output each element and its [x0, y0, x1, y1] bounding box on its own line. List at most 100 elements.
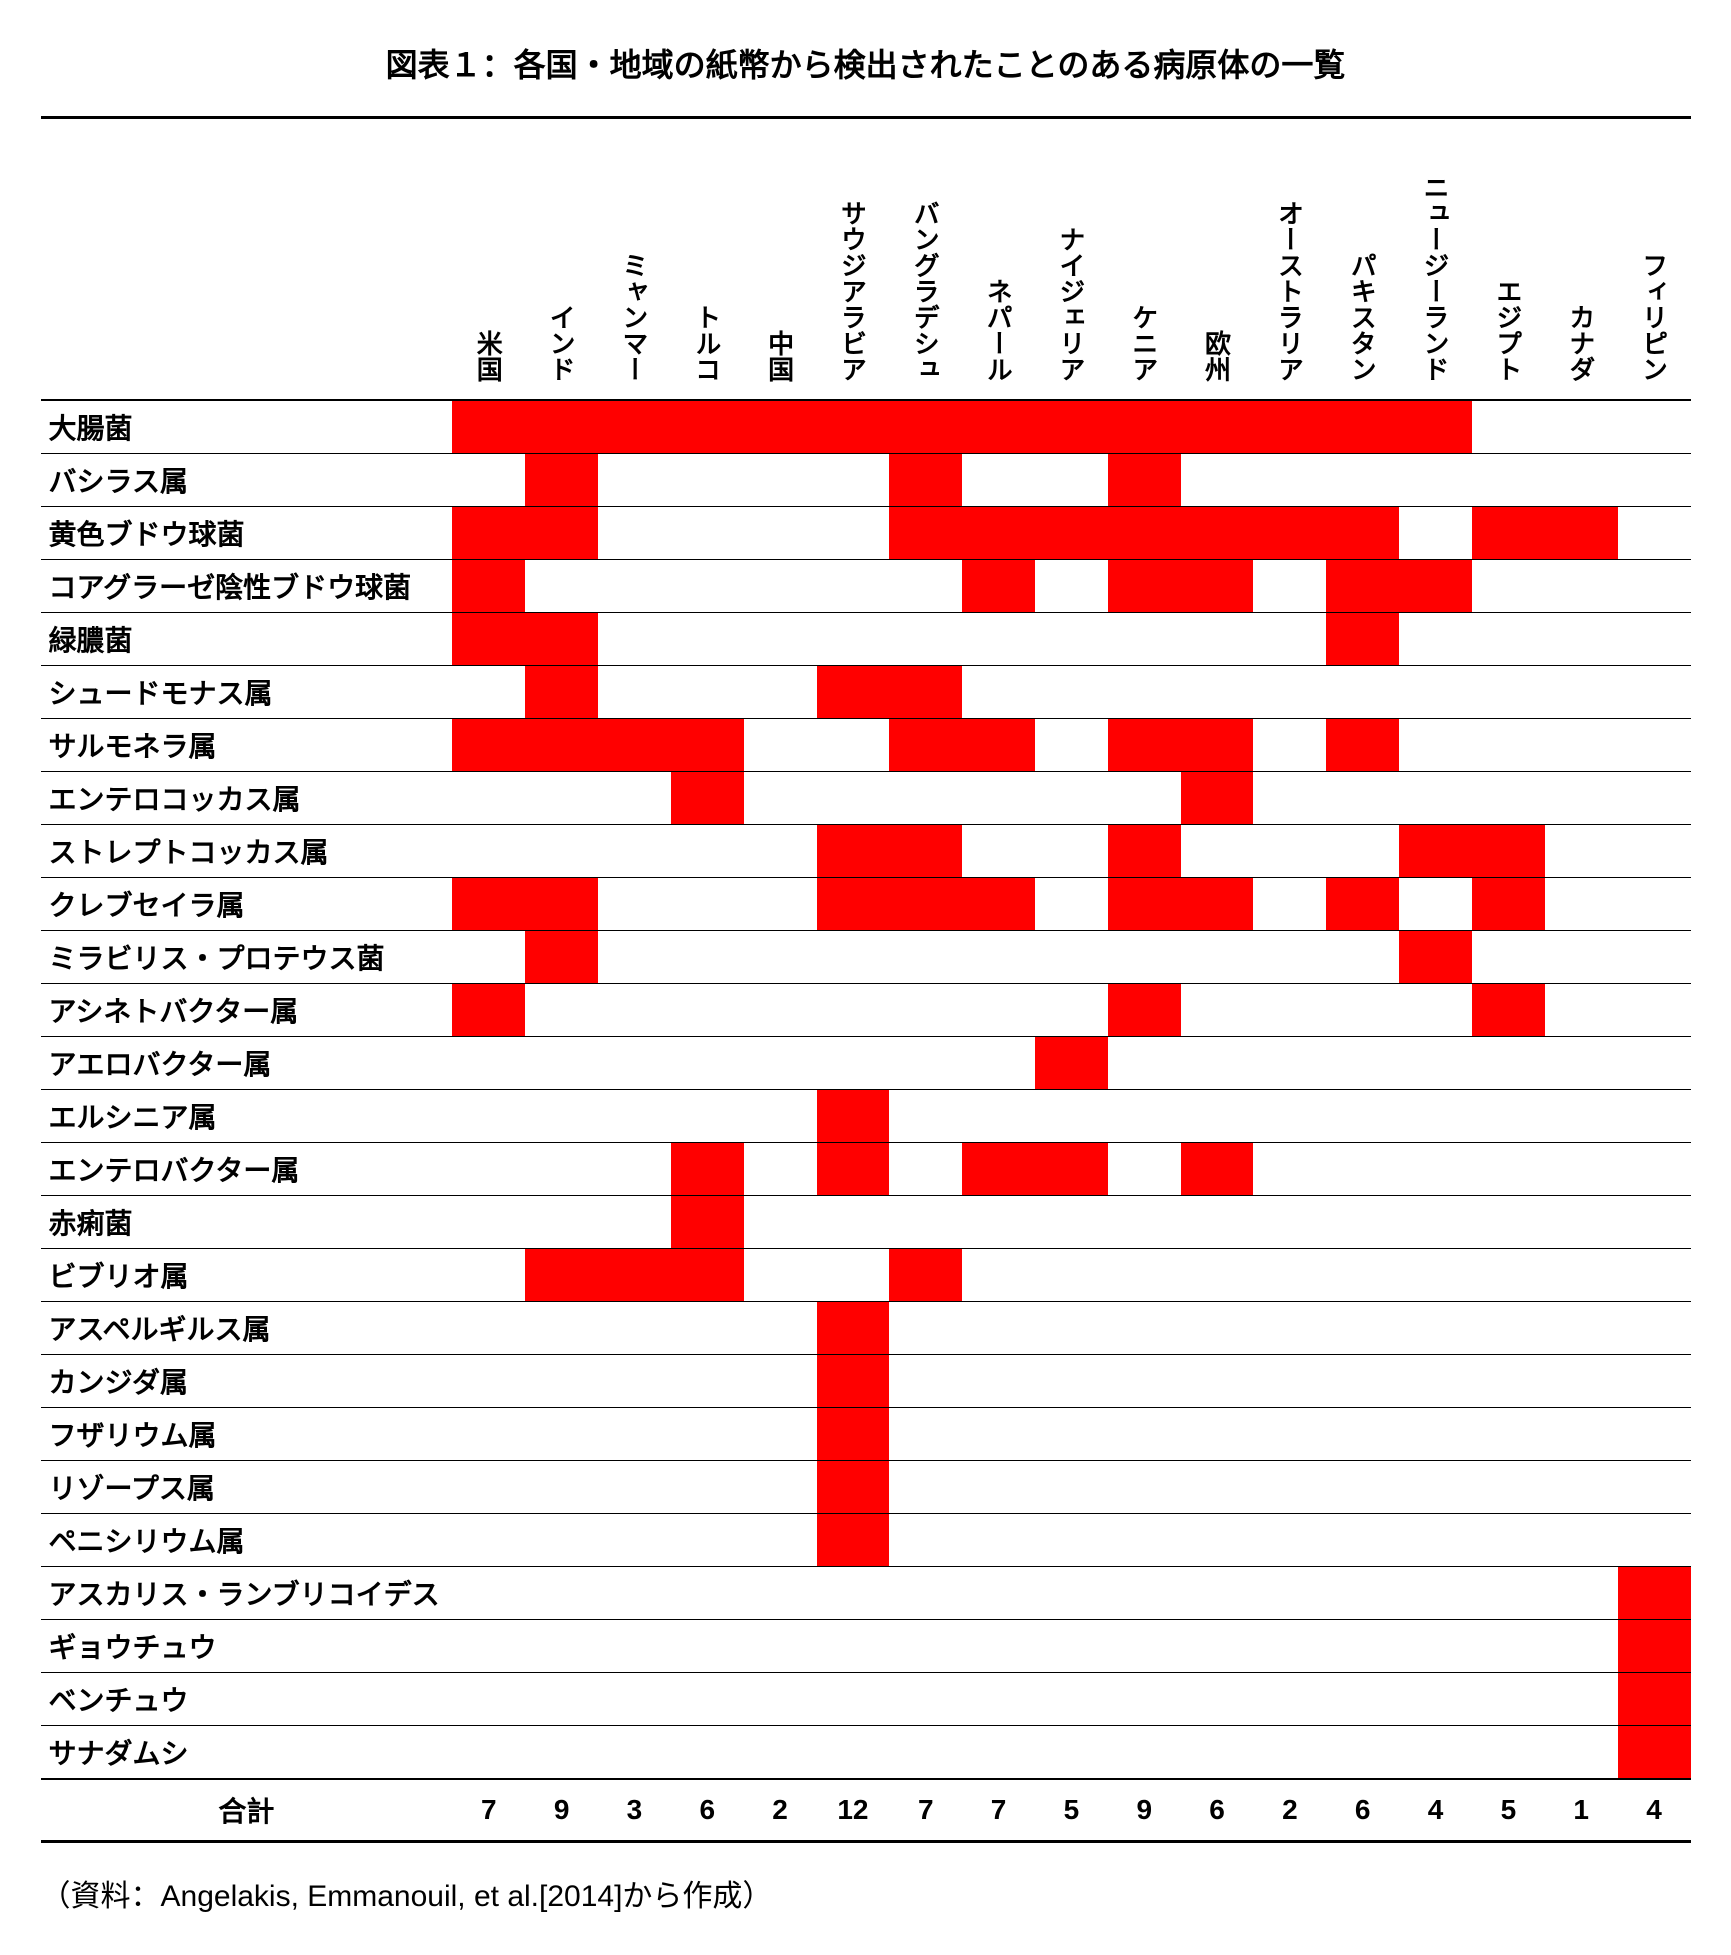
cell-empty — [1618, 1302, 1691, 1355]
cell-empty — [1181, 1726, 1254, 1780]
cell-empty — [598, 507, 671, 560]
cell-empty — [1035, 1620, 1108, 1673]
cell-empty — [1035, 772, 1108, 825]
cell-filled — [1399, 560, 1472, 613]
cell-empty — [1618, 1196, 1691, 1249]
cell-filled — [671, 719, 744, 772]
cell-empty — [1181, 1302, 1254, 1355]
row-label: サナダムシ — [41, 1726, 453, 1780]
cell-filled — [962, 560, 1035, 613]
cell-filled — [889, 400, 962, 454]
cell-empty — [598, 560, 671, 613]
cell-filled — [817, 400, 890, 454]
heatmap-table: 米国インドミャンマートルコ中国サウジアラビアバングラデシュネパールナイジェリアケ… — [41, 116, 1691, 1843]
cell-empty — [1181, 666, 1254, 719]
cell-empty — [598, 613, 671, 666]
cell-empty — [744, 1620, 817, 1673]
cell-filled — [744, 400, 817, 454]
col-header: ナイジェリア — [1035, 118, 1108, 401]
cell-empty — [889, 1514, 962, 1567]
cell-empty — [1399, 1302, 1472, 1355]
cell-empty — [744, 1673, 817, 1726]
cell-empty — [1108, 772, 1181, 825]
col-header-label: ミャンマー — [616, 252, 653, 382]
cell-empty — [1326, 1514, 1399, 1567]
cell-filled — [525, 400, 598, 454]
cell-empty — [1253, 1620, 1326, 1673]
cell-empty — [452, 1196, 525, 1249]
cell-empty — [744, 1726, 817, 1780]
col-header: 米国 — [452, 118, 525, 401]
col-header-label: 米国 — [470, 330, 507, 382]
cell-empty — [1545, 878, 1618, 931]
cell-empty — [1108, 1037, 1181, 1090]
cell-empty — [1618, 454, 1691, 507]
cell-empty — [1181, 984, 1254, 1037]
cell-empty — [671, 878, 744, 931]
cell-empty — [817, 507, 890, 560]
cell-empty — [1326, 1673, 1399, 1726]
cell-empty — [1472, 613, 1545, 666]
cell-empty — [1181, 1514, 1254, 1567]
cell-empty — [962, 1090, 1035, 1143]
cell-empty — [962, 1514, 1035, 1567]
row-label: ミラビリス・プロテウス菌 — [41, 931, 453, 984]
cell-empty — [598, 1461, 671, 1514]
cell-filled — [1108, 400, 1181, 454]
cell-empty — [744, 507, 817, 560]
cell-empty — [1545, 1726, 1618, 1780]
cell-empty — [962, 984, 1035, 1037]
cell-empty — [1326, 1302, 1399, 1355]
cell-empty — [1545, 1514, 1618, 1567]
cell-empty — [1035, 1249, 1108, 1302]
cell-empty — [1253, 1143, 1326, 1196]
cell-empty — [1472, 1355, 1545, 1408]
cell-empty — [889, 1037, 962, 1090]
cell-empty — [1399, 507, 1472, 560]
cell-filled — [1253, 400, 1326, 454]
table-row: 赤痢菌 — [41, 1196, 1691, 1249]
cell-empty — [671, 984, 744, 1037]
col-header: エジプト — [1472, 118, 1545, 401]
cell-filled — [962, 1143, 1035, 1196]
total-cell: 5 — [1035, 1779, 1108, 1842]
row-label: カンジダ属 — [41, 1355, 453, 1408]
cell-empty — [525, 1408, 598, 1461]
cell-empty — [744, 1302, 817, 1355]
cell-empty — [889, 1673, 962, 1726]
cell-filled — [1472, 507, 1545, 560]
cell-filled — [889, 454, 962, 507]
total-cell: 12 — [817, 1779, 890, 1842]
cell-empty — [1326, 454, 1399, 507]
cell-empty — [1545, 1249, 1618, 1302]
cell-empty — [1181, 454, 1254, 507]
cell-empty — [671, 825, 744, 878]
cell-empty — [817, 613, 890, 666]
cell-filled — [598, 400, 671, 454]
cell-filled — [962, 719, 1035, 772]
cell-filled — [1472, 878, 1545, 931]
cell-filled — [1326, 400, 1399, 454]
cell-empty — [1326, 1196, 1399, 1249]
cell-empty — [1035, 613, 1108, 666]
cell-empty — [1253, 772, 1326, 825]
table-row: エンテロバクター属 — [41, 1143, 1691, 1196]
cell-empty — [1618, 825, 1691, 878]
cell-empty — [1108, 1090, 1181, 1143]
cell-empty — [1326, 1461, 1399, 1514]
cell-filled — [817, 1355, 890, 1408]
cell-empty — [1035, 1673, 1108, 1726]
cell-empty — [452, 454, 525, 507]
cell-empty — [744, 1037, 817, 1090]
cell-empty — [1108, 1355, 1181, 1408]
cell-empty — [1472, 1090, 1545, 1143]
cell-filled — [817, 1514, 890, 1567]
cell-empty — [1472, 1673, 1545, 1726]
cell-empty — [1108, 666, 1181, 719]
cell-empty — [525, 1461, 598, 1514]
cell-empty — [525, 1514, 598, 1567]
cell-empty — [962, 1408, 1035, 1461]
row-label: 緑膿菌 — [41, 613, 453, 666]
cell-filled — [1181, 772, 1254, 825]
col-header: ミャンマー — [598, 118, 671, 401]
